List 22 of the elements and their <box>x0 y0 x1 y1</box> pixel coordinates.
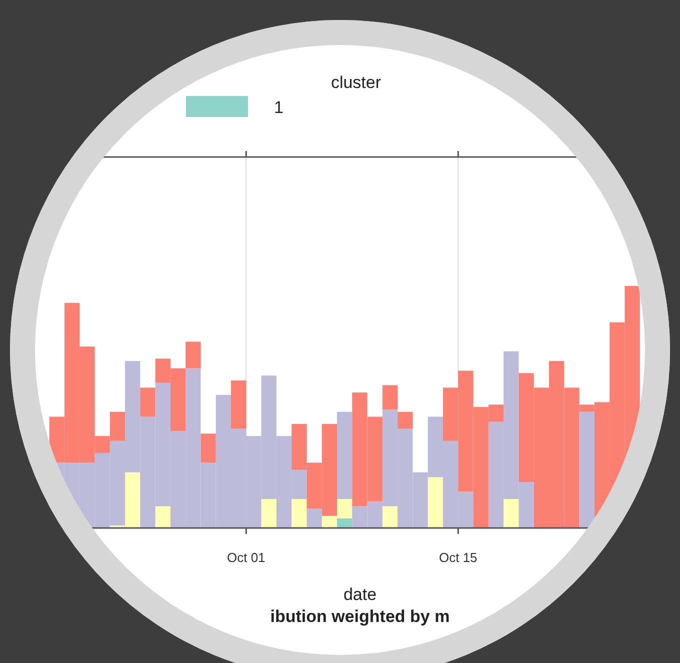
bar <box>398 412 413 429</box>
bar <box>428 477 443 528</box>
bar <box>579 412 594 528</box>
bar <box>306 508 322 528</box>
bar <box>382 385 398 410</box>
legend-title: cluster <box>330 73 382 92</box>
legend-label: 1 <box>274 98 284 117</box>
bar <box>261 498 276 528</box>
bar <box>200 434 216 463</box>
bar <box>231 380 246 429</box>
x-tick-label: Oct 15 <box>438 550 478 565</box>
x-tick-label: Oct 01 <box>226 550 266 565</box>
x-axis-title: date <box>343 585 377 604</box>
bar <box>504 498 519 528</box>
bar <box>155 506 170 528</box>
bar <box>337 412 352 499</box>
text: ibution weighted by m <box>270 607 450 626</box>
bar <box>186 342 201 368</box>
bar <box>382 506 398 528</box>
bar <box>140 388 156 417</box>
bar <box>337 518 352 528</box>
bar <box>292 498 307 528</box>
